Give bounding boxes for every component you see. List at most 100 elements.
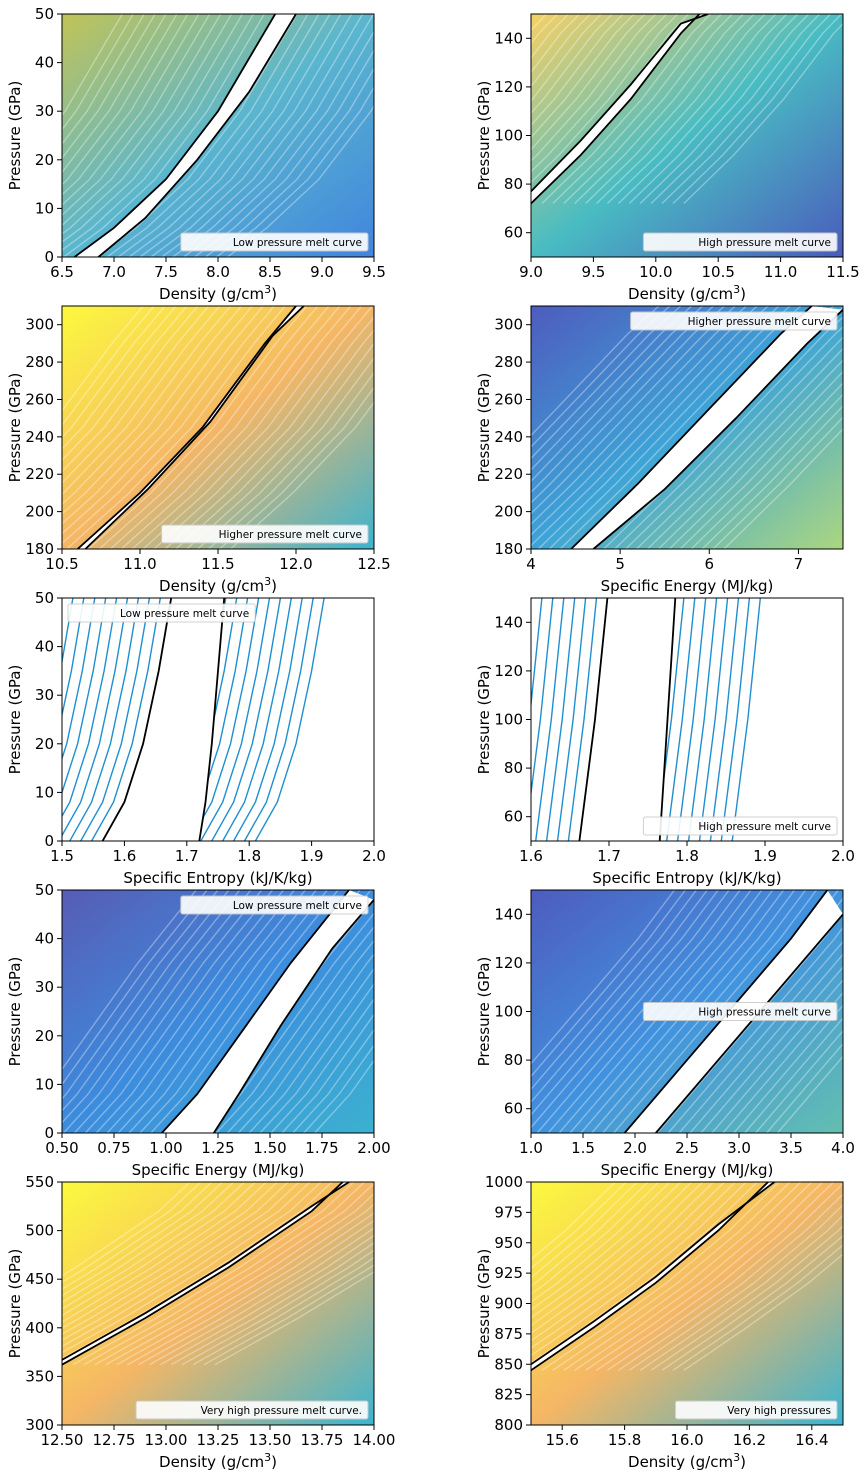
family-line — [215, 925, 374, 1133]
chart-panel-2: 9.0 9.5 10.0 10.5 11.0 11.5 60 80 100 120 140 Densi… — [475, 13, 860, 303]
x-tick-label: 12.5 — [357, 555, 390, 573]
family-line — [62, 598, 107, 795]
family-line — [596, 14, 766, 205]
family-line — [556, 598, 587, 841]
family-line — [639, 1214, 843, 1371]
x-tick-label: 10.0 — [639, 263, 672, 281]
family-line — [723, 427, 843, 549]
legend: Low pressure melt curve — [67, 603, 256, 623]
family-line — [607, 1182, 843, 1371]
family-line — [254, 598, 325, 841]
x-tick-label: 2.0 — [623, 1139, 647, 1157]
y-tick-label: 200 — [25, 503, 54, 521]
family-line — [625, 326, 843, 549]
chart-panel-4: 4 5 6 7 180 200 220 240 260 280 300 Specific Energy… — [475, 305, 844, 595]
chart-panel-9: 12.50 12.75 13.00 13.25 13.50 13.75 14.00 300 35… — [6, 1173, 396, 1471]
family-line — [62, 14, 123, 117]
y-tick-label: 60 — [504, 808, 523, 826]
family-line — [658, 359, 843, 549]
family-line — [552, 1182, 791, 1371]
family-line — [128, 14, 331, 257]
melt-curve-liquidus — [592, 309, 843, 549]
family-line — [531, 14, 580, 74]
y-tick-label: 900 — [494, 1295, 523, 1313]
y-tick-label: 300 — [494, 316, 523, 334]
x-axis-label: Specific Energy (MJ/kg) — [132, 1161, 305, 1179]
family-line — [712, 416, 843, 549]
melt-curve-solidus — [73, 14, 276, 257]
x-tick-label: 6.5 — [50, 263, 74, 281]
family-line — [531, 598, 554, 799]
x-tick-label: 7.5 — [154, 263, 178, 281]
y-axis-label: Pressure (GPa) — [475, 957, 493, 1067]
family-line — [437, 598, 465, 841]
family-line — [531, 14, 559, 45]
family-line — [142, 306, 363, 549]
family-line — [531, 14, 668, 173]
melt-curve-solidus — [101, 598, 173, 841]
x-tick-label: 13.00 — [145, 1431, 188, 1449]
y-tick-label: 550 — [25, 1173, 54, 1191]
x-tick-label: 14.00 — [353, 1431, 396, 1449]
axes-frame — [61, 597, 375, 842]
legend-label: Low pressure melt curve — [233, 237, 362, 249]
family-line — [618, 1193, 843, 1371]
y-tick-label: 20 — [35, 735, 54, 753]
y-tick-label: 220 — [25, 465, 54, 483]
legend-box — [67, 603, 256, 623]
family-line — [62, 306, 144, 412]
y-tick-label: 450 — [25, 1270, 54, 1288]
family-line — [687, 598, 718, 841]
field-wash — [531, 14, 843, 257]
family-line — [531, 1182, 627, 1270]
y-tick-label: 850 — [494, 1355, 523, 1373]
family-line — [248, 967, 374, 1133]
family-line — [131, 306, 352, 549]
legend-label: Low pressure melt curve — [120, 608, 249, 620]
legend: High pressure melt curve — [642, 1002, 838, 1021]
y-tick-label: 0 — [44, 832, 54, 850]
family-line — [666, 598, 696, 841]
chart-panel-5: 1.5 1.6 1.7 1.8 1.9 2.0 0 10 20 30 40 50 Specific En… — [6, 589, 386, 887]
family-line — [766, 1042, 843, 1133]
x-axis-label: Specific Entropy (kJ/K/kg) — [123, 869, 312, 887]
family-line — [222, 598, 292, 841]
family-line — [531, 1182, 682, 1311]
x-tick-label: 10.5 — [701, 263, 734, 281]
y-tick-label: 280 — [25, 353, 54, 371]
family-line — [731, 598, 761, 841]
x-axis-label: Specific Entropy (kJ/K/kg) — [592, 869, 781, 887]
family-line — [219, 386, 374, 549]
plot-area — [437, 598, 761, 841]
family-line — [531, 1182, 671, 1303]
y-tick-label: 100 — [494, 127, 523, 145]
family-line — [66, 306, 286, 549]
plot-area — [62, 306, 374, 549]
family-line — [563, 1182, 802, 1371]
family-line — [596, 1182, 835, 1371]
family-line — [558, 890, 763, 1133]
y-tick-label: 120 — [494, 954, 523, 972]
family-line — [62, 598, 96, 761]
family-line — [613, 890, 818, 1133]
family-line — [292, 1028, 374, 1133]
family-line — [62, 14, 156, 160]
family-line — [170, 1242, 374, 1366]
x-tick-label: 1.8 — [675, 847, 699, 865]
melt-band — [62, 1182, 350, 1365]
x-tick-label: 1.7 — [175, 847, 199, 865]
family-line — [678, 940, 843, 1133]
family-line — [776, 1055, 843, 1133]
x-tick-label: 11.5 — [826, 263, 859, 281]
family-line — [62, 1182, 245, 1310]
family-line — [531, 1182, 714, 1334]
family-line — [94, 1182, 374, 1366]
family-line — [545, 598, 576, 841]
x-tick-label: 1.6 — [112, 847, 136, 865]
family-line — [531, 14, 624, 127]
chart-panel-10: 15.6 15.8 16.0 16.2 16.4 800 825 850 875 900 925 95… — [475, 1173, 844, 1471]
family-line — [569, 890, 774, 1133]
family-line — [683, 1253, 843, 1371]
family-line — [237, 953, 374, 1133]
family-line — [62, 1182, 322, 1354]
